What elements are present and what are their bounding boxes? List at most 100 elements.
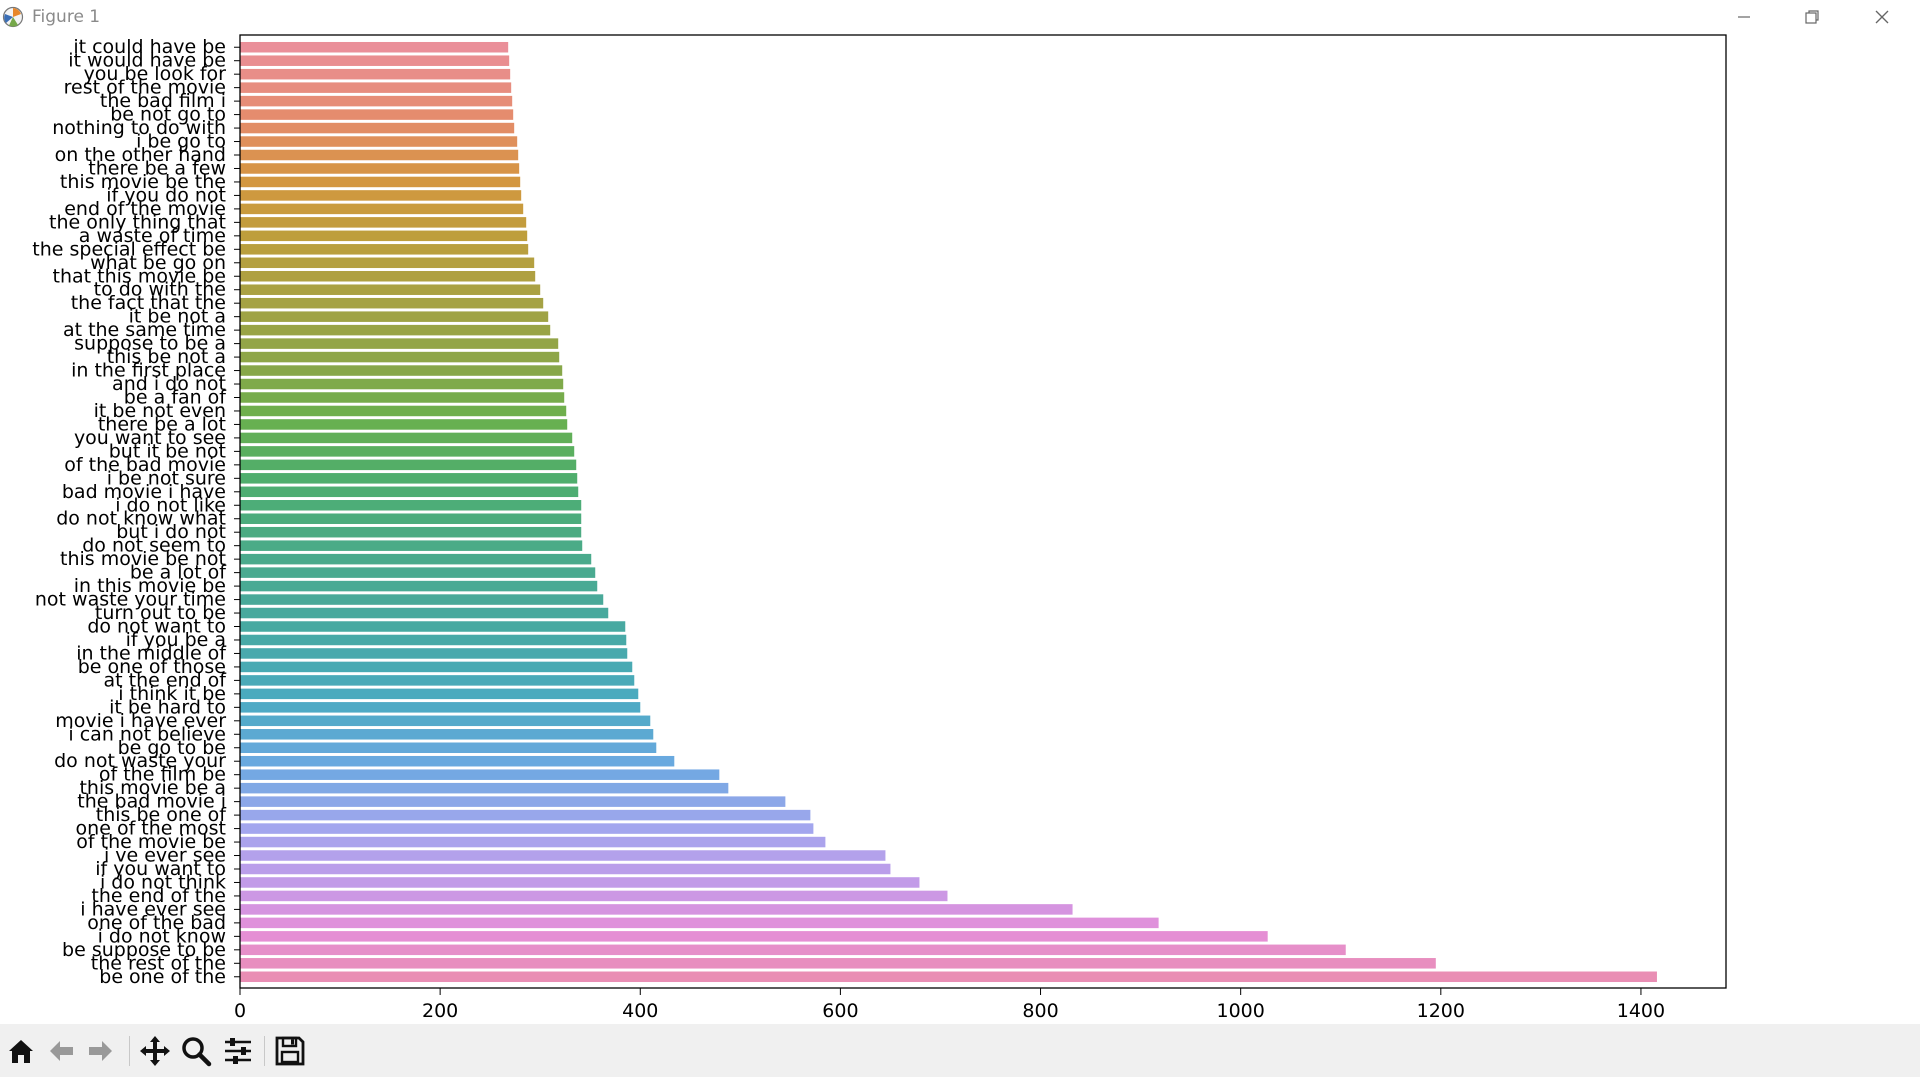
home-button[interactable]: [4, 1034, 38, 1068]
bar-68: [240, 958, 1436, 969]
bar-56: [240, 796, 786, 807]
bar-35: [240, 513, 582, 524]
y-tick-label: i ve ever see: [104, 845, 226, 867]
y-tick-label: you want to see: [74, 427, 226, 449]
minimize-button[interactable]: [1714, 0, 1774, 34]
configure-subplots-icon: [225, 1038, 251, 1064]
bar-22: [240, 338, 559, 349]
bar-6: [240, 122, 515, 134]
bar-64: [240, 904, 1073, 915]
y-tick-label: in the middle of: [76, 642, 227, 664]
bar-17: [240, 270, 536, 282]
y-tick-label: be go to be: [118, 737, 226, 759]
bar-54: [240, 769, 720, 780]
bar-24: [240, 365, 563, 376]
y-tick-label: do not know what: [56, 508, 226, 530]
y-tick-label: the bad film i: [100, 90, 226, 112]
y-tick-label: the bad movie i: [77, 791, 226, 813]
bar-32: [240, 473, 578, 484]
pan-icon: [140, 1036, 170, 1066]
save-button[interactable]: [273, 1034, 307, 1068]
bar-23: [240, 351, 560, 363]
y-tick-label: if you be a: [126, 629, 226, 651]
bar-51: [240, 729, 654, 740]
bar-65: [240, 917, 1159, 929]
y-tick-label: i be not sure: [107, 467, 226, 489]
y-tick-label: not waste your time: [35, 589, 226, 611]
back-button[interactable]: [44, 1034, 78, 1068]
bar-59: [240, 836, 826, 848]
bar-2: [240, 68, 511, 80]
y-tick-label: bad movie i have: [62, 481, 226, 503]
y-tick-label: this movie be not: [60, 548, 226, 570]
bar-46: [240, 661, 633, 673]
bar-20: [240, 311, 549, 322]
bar-55: [240, 782, 729, 794]
y-tick-label: suppose to be a: [74, 333, 226, 355]
bar-26: [240, 392, 565, 403]
forward-button[interactable]: [84, 1034, 118, 1068]
bar-13: [240, 217, 527, 228]
y-tick-label: at the end of: [104, 669, 228, 691]
bar-11: [240, 190, 522, 201]
figure-canvas[interactable]: it could have be it would have be you be l…: [0, 34, 1920, 1024]
bar-8: [240, 149, 519, 161]
y-tick-label: this movie be a: [79, 777, 226, 799]
y-tick-label: rest of the movie: [64, 77, 226, 99]
bar-48: [240, 688, 639, 700]
bar-12: [240, 203, 524, 215]
y-tick-label: be not go to: [110, 104, 226, 126]
matplotlib-app-icon: [2, 6, 24, 28]
pan-button[interactable]: [138, 1034, 172, 1068]
bar-39: [240, 567, 596, 578]
y-tick-label: the only thing that: [49, 211, 226, 233]
y-tick-label: the end of the: [91, 885, 226, 907]
bar-37: [240, 540, 583, 551]
y-tick-label: turn out to be: [95, 602, 226, 624]
bar-29: [240, 432, 573, 444]
y-tick-label: be a lot of: [130, 562, 227, 584]
y-tick-label: be suppose to be: [62, 939, 226, 961]
bar-1: [240, 55, 510, 66]
y-tick-label: but i do not: [116, 521, 226, 543]
y-tick-label: that this movie be: [53, 265, 226, 287]
bar-27: [240, 405, 567, 417]
back-arrow-icon: [50, 1041, 73, 1061]
y-tick-label: it be hard to: [109, 696, 226, 718]
zoom-button[interactable]: [179, 1034, 213, 1068]
y-tick-label: there be a lot: [98, 413, 226, 435]
y-tick-label: be a fan of: [124, 386, 228, 408]
bar-38: [240, 553, 592, 565]
y-tick-label: i think it be: [118, 683, 226, 705]
bar-25: [240, 378, 564, 390]
minimize-icon: [1738, 16, 1750, 18]
bar-66: [240, 931, 1268, 942]
close-button[interactable]: [1852, 0, 1912, 34]
bar-69: [240, 971, 1657, 983]
y-tick-label: it be not a: [129, 306, 226, 328]
y-tick-label: do not waste your: [54, 750, 226, 772]
toolbar-separator: [129, 1036, 130, 1066]
bar-45: [240, 648, 628, 659]
window-titlebar: Figure 1: [0, 0, 1920, 34]
bar-50: [240, 715, 651, 727]
y-tick-label: and i do not: [112, 373, 226, 395]
window-title: Figure 1: [32, 7, 101, 27]
configure-subplots-button[interactable]: [221, 1034, 255, 1068]
x-tick-label: 400: [622, 1000, 658, 1022]
toolbar-separator: [264, 1036, 265, 1066]
y-tick-label: end of the movie: [64, 198, 226, 220]
bar-28: [240, 419, 568, 430]
bar-16: [240, 257, 535, 269]
y-tick-label: one of the most: [76, 818, 226, 840]
bar-61: [240, 863, 891, 875]
bar-4: [240, 95, 513, 107]
y-tick-label: it be not even: [94, 400, 226, 422]
bar-44: [240, 634, 627, 646]
forward-arrow-icon: [89, 1041, 112, 1061]
bar-7: [240, 136, 518, 147]
bar-41: [240, 594, 604, 605]
bar-9: [240, 163, 520, 174]
restore-button[interactable]: [1782, 0, 1842, 34]
